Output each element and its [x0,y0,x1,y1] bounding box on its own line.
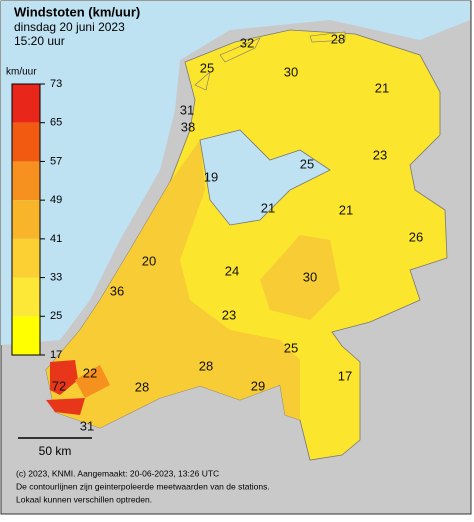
station-value: 32 [240,35,254,50]
station-value: 30 [303,269,317,284]
station-value: 29 [251,378,265,393]
legend-tick-label: 33 [50,271,62,283]
station-value: 28 [199,358,213,373]
legend-band [12,316,40,355]
station-value: 25 [300,156,314,171]
station-value: 19 [204,169,218,184]
station-value: 31 [180,102,194,117]
station-value: 21 [261,200,275,215]
station-value: 31 [80,418,94,433]
station-value: 30 [284,64,298,79]
station-value: 25 [284,340,298,355]
footer: (c) 2023, KNMI. Aangemaakt: 20-06-2023, … [16,468,270,504]
contour-zone [46,140,300,428]
title: Windstoten (km/uur) [14,4,140,19]
footer-line: Lokaal kunnen verschillen optreden. [16,494,152,504]
legend-border [11,83,41,356]
legend-tick-label: 49 [50,194,62,206]
station-value: 21 [375,80,389,95]
date: dinsdag 20 juni 2023 [14,20,125,34]
station-value: 28 [331,31,345,46]
station-value: 22 [83,365,97,380]
legend-unit: km/uur [6,67,37,78]
legend-tick-label: 65 [50,117,62,129]
station-value: 26 [409,229,423,244]
station-value: 72 [52,378,66,393]
legend-band [12,161,40,201]
time: 15:20 uur [14,34,65,48]
footer-line: (c) 2023, KNMI. Aangemaakt: 20-06-2023, … [16,468,219,478]
station-value: 24 [225,263,239,278]
station-value: 20 [142,253,156,268]
legend-tick-label: 57 [50,155,62,167]
legend-tick-label: 25 [50,310,62,322]
contour-zone [75,365,110,398]
legend-band [12,84,40,123]
station-value: 21 [339,202,353,217]
station-value: 36 [110,283,124,298]
station-value: 17 [338,368,352,383]
contour-zone [46,360,85,415]
ijsselmeer [199,129,331,226]
legend-band [12,277,40,317]
scale-label: 50 km [39,444,72,458]
legend-tick-label: 41 [50,233,62,245]
station-value: 38 [181,119,195,134]
station-value: 25 [200,60,214,75]
station-value: 23 [222,307,236,322]
legend-band [12,122,40,162]
station-value: 23 [373,147,387,162]
footer-line: De contourlijnen zijn geinterpoleerde me… [16,481,270,491]
contour-zone [260,235,340,320]
islands [194,31,346,91]
station-value: 28 [135,379,149,394]
legend-band [12,200,40,239]
legend-tick-label: 17 [50,349,62,361]
legend-band [12,238,40,278]
legend-tick-label: 73 [50,78,62,90]
sea [1,1,470,345]
